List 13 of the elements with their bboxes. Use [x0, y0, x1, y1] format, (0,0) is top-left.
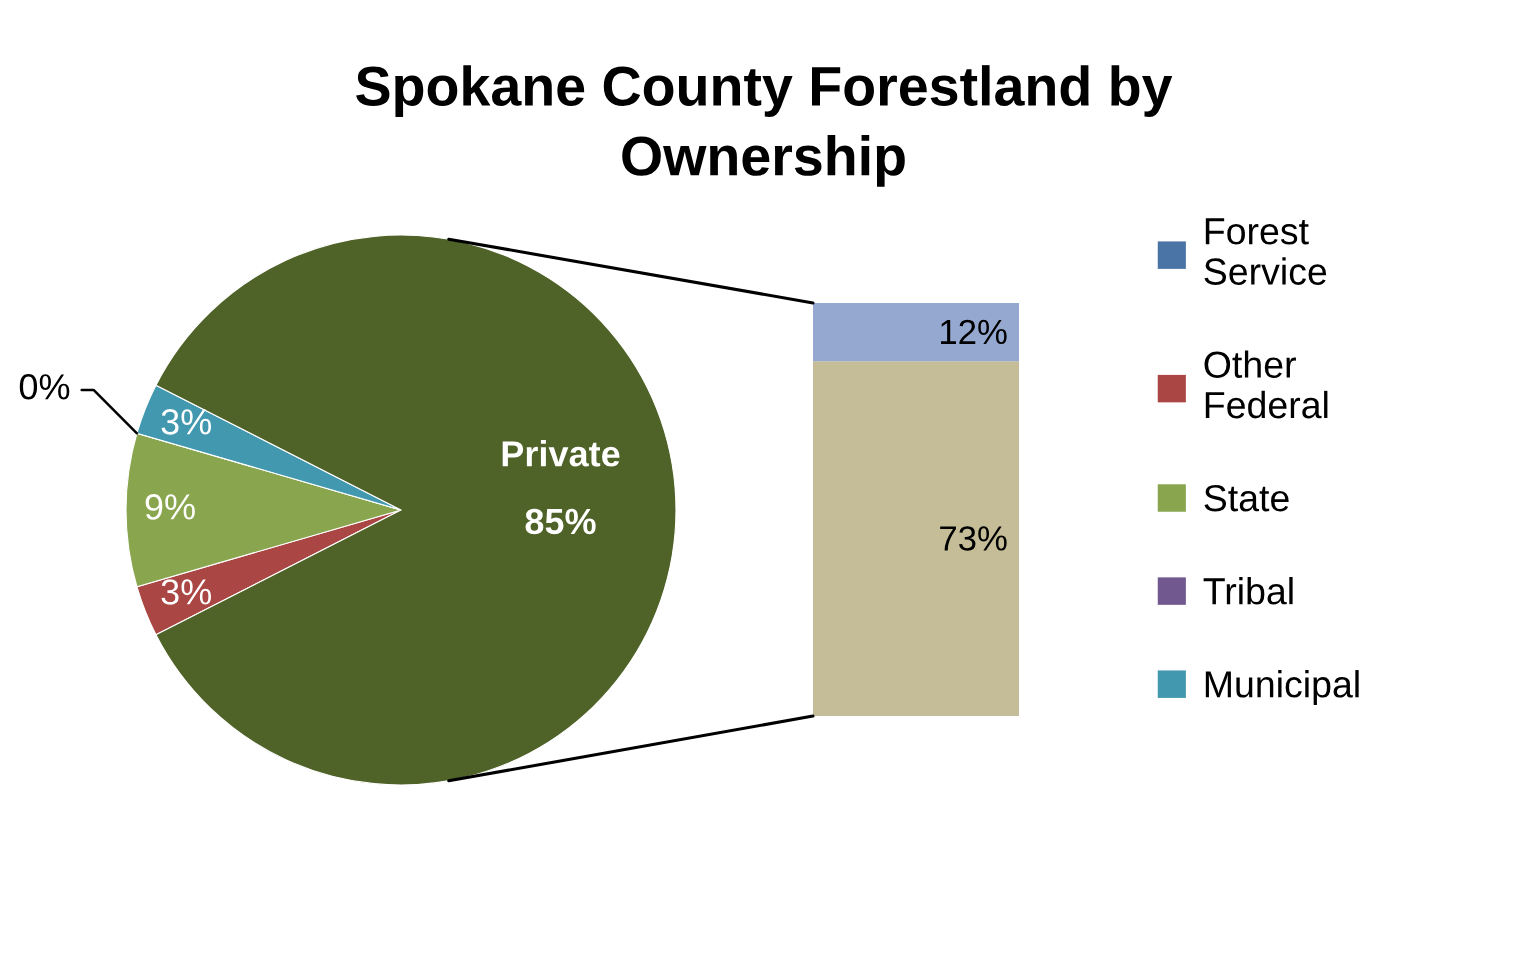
chart-title: Spokane County Forestland by Ownership [356, 65, 1173, 187]
legend-label: Forest Service [1204, 218, 1327, 285]
legend-label: Other Federal [1204, 350, 1328, 419]
data-label: 9% [145, 494, 195, 520]
data-label: 12% [941, 319, 1007, 345]
data-label: Private 85% [502, 440, 620, 535]
legend-label: Tribal [1203, 577, 1293, 605]
legend-label: Municipal [1205, 670, 1359, 706]
legend-label: State [1204, 484, 1289, 512]
data-label: 3% [161, 579, 212, 605]
data-label: 73% [940, 526, 1007, 551]
text: 0% [19, 374, 70, 400]
data-label: 3% [161, 409, 212, 435]
